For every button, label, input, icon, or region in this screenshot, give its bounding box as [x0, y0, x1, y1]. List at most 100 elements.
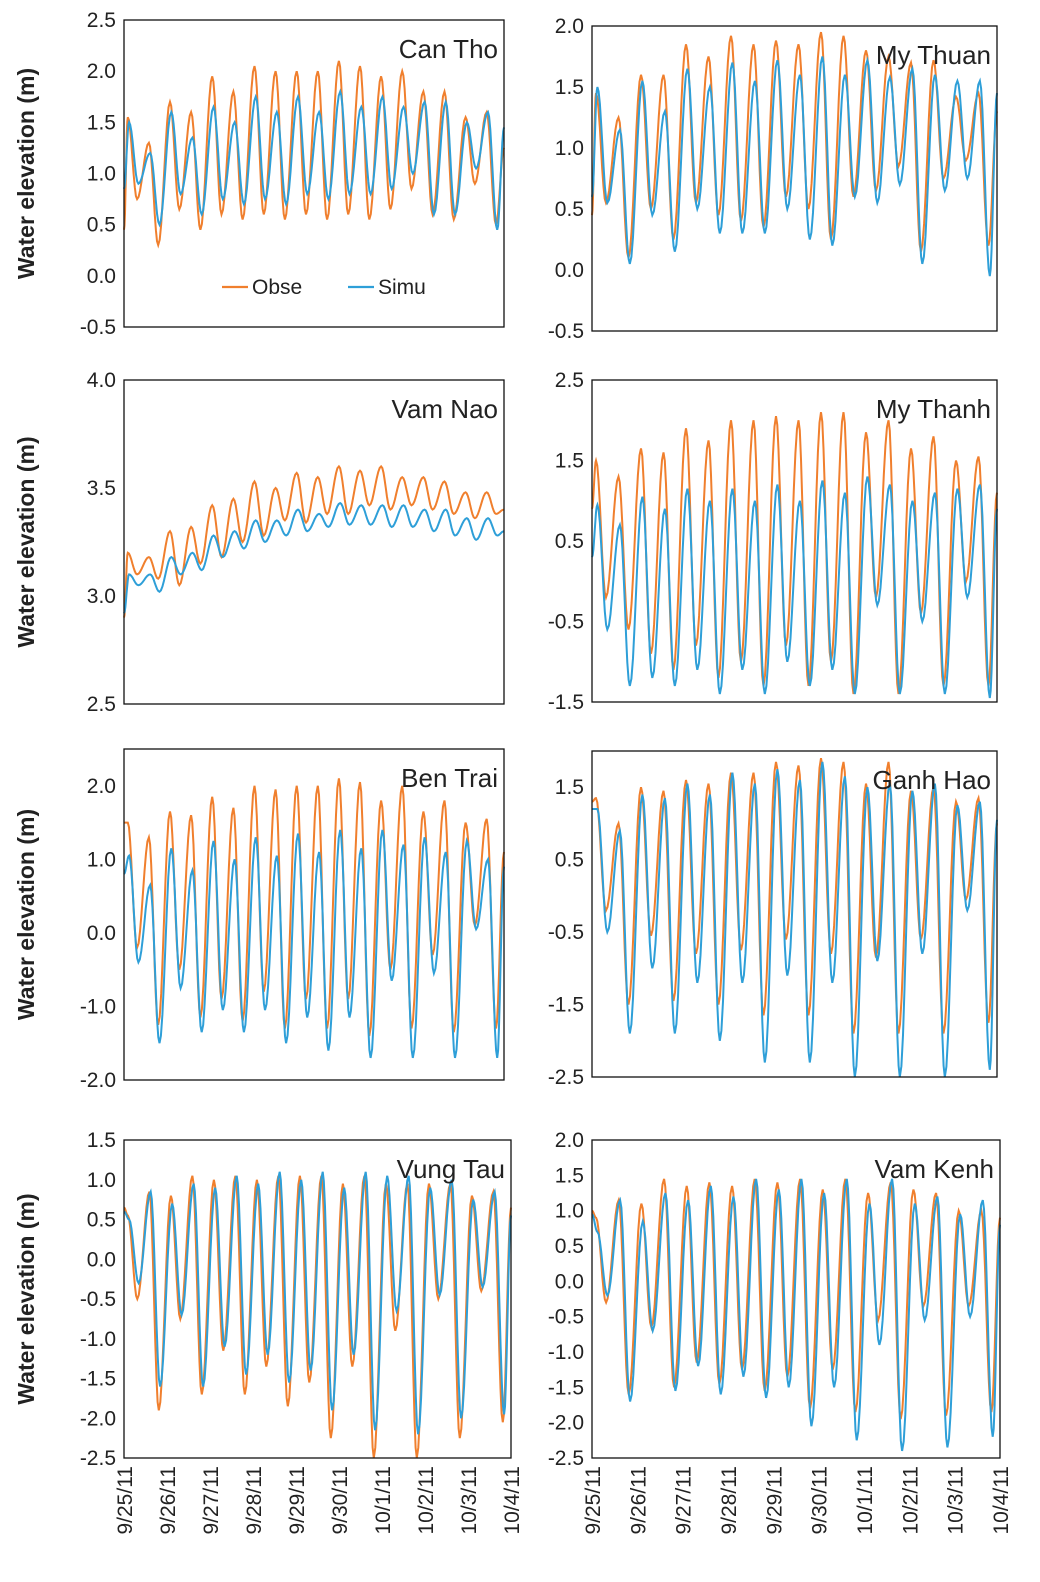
plot-frame: [123, 379, 505, 705]
y-tick-label: 2.0: [87, 775, 116, 798]
y-tick-label: 2.0: [87, 60, 116, 83]
x-tick-label: 9/30/11: [809, 1466, 832, 1535]
panel-my-thanh: -1.5 -0.5 0.5 1.5 2.5 My Thanh: [548, 369, 998, 714]
y-tick-label: 0.0: [555, 1270, 584, 1293]
series-line-obse: [591, 758, 998, 1034]
y-tick-label: -1.5: [548, 1376, 584, 1399]
y-tick-label: -1.0: [80, 995, 116, 1018]
x-tick-label: 9/27/11: [673, 1466, 696, 1535]
panel-vam-kenh: -2.5 -2.0 -1.5 -1.0 -0.5 0.0 0.5 1.0 1.5 2.0 Vam K…: [548, 1129, 1013, 1535]
station-label: My Thuan: [876, 40, 991, 70]
y-tick-label: -1.5: [80, 1368, 116, 1391]
y-tick-label: 0.0: [87, 1248, 116, 1271]
series-line-obse: [123, 464, 505, 618]
x-tick-label: 9/29/11: [286, 1466, 309, 1535]
y-tick-label: 2.5: [87, 9, 116, 32]
x-tick-label: 9/27/11: [200, 1466, 223, 1535]
x-tick-label: 9/26/11: [627, 1466, 650, 1535]
series-line-simu: [123, 88, 505, 231]
y-tick-label: 0.0: [555, 259, 584, 282]
y-tick-label: 4.0: [87, 369, 116, 392]
y-tick-label: 2.5: [87, 693, 116, 716]
panel-my-thuan: -0.5 0.0 0.5 1.0 1.5 2.0 My Thuan: [548, 15, 998, 343]
x-tick-label: 9/28/11: [718, 1466, 741, 1535]
plot-frame: [123, 19, 505, 328]
y-tick-label: -0.5: [80, 316, 116, 339]
panel-ben-trai: -2.0 -1.0 0.0 1.0 2.0 Ben Trai Water elevation…: [13, 748, 505, 1092]
y-tick-label: 1.5: [555, 450, 584, 473]
y-tick-label: -2.5: [80, 1447, 116, 1470]
plot-frame: [123, 1139, 512, 1459]
y-tick-label: 0.0: [87, 922, 116, 945]
series-line-obse: [591, 31, 998, 259]
y-axis-label: Water elevation (m): [13, 1193, 39, 1404]
y-tick-label: 0.5: [555, 1235, 584, 1258]
y-tick-label: 3.0: [87, 585, 116, 608]
plot-frame: [591, 750, 998, 1078]
station-label: My Thanh: [876, 394, 991, 424]
x-tick-label: 9/30/11: [329, 1466, 352, 1535]
x-tick-label: 9/25/11: [582, 1466, 605, 1535]
y-tick-label: -0.5: [548, 1306, 584, 1329]
y-tick-label: -2.0: [80, 1407, 116, 1430]
station-label: Can Tho: [399, 34, 498, 64]
series-line-obse: [123, 60, 505, 249]
y-tick-label: 1.5: [87, 1129, 116, 1152]
y-tick-label: 1.0: [87, 848, 116, 871]
y-tick-label: 0.5: [87, 214, 116, 237]
y-tick-label: 0.5: [87, 1209, 116, 1232]
plot-frame: [591, 25, 998, 332]
plot-frame: [591, 1139, 1001, 1459]
y-tick-label: 1.5: [555, 1164, 584, 1187]
y-tick-label: 0.5: [555, 530, 584, 553]
y-tick-label: -1.5: [548, 691, 584, 714]
panel-vam-nao: 2.5 3.0 3.5 4.0 Vam Nao Water elevation (m): [13, 369, 505, 716]
x-tick-label: 10/1/11: [854, 1466, 877, 1535]
y-tick-label: -2.0: [548, 1412, 584, 1435]
y-tick-label: -2.5: [548, 1447, 584, 1470]
legend: Obse Simu: [222, 276, 426, 299]
series-line-simu: [123, 829, 505, 1059]
series-line-simu: [591, 56, 998, 277]
y-axis-label: Water elevation (m): [13, 436, 39, 647]
y-tick-label: 1.5: [87, 111, 116, 134]
y-axis-label: Water elevation (m): [13, 809, 39, 1020]
x-tick-label: 10/4/11: [501, 1466, 524, 1535]
series-line-obse: [591, 1178, 1001, 1420]
x-tick-label: 10/2/11: [899, 1466, 922, 1535]
station-label: Vam Kenh: [875, 1154, 994, 1184]
x-tick-label: 10/4/11: [990, 1466, 1013, 1535]
y-tick-label: 1.0: [555, 1200, 584, 1223]
legend-label-simu: Simu: [378, 276, 426, 299]
x-tick-label: 9/28/11: [243, 1466, 266, 1535]
x-tick-label: 10/2/11: [415, 1466, 438, 1535]
series-line-simu: [592, 761, 998, 1078]
y-tick-label: 1.5: [555, 776, 584, 799]
y-tick-label: -1.0: [548, 1341, 584, 1364]
y-tick-label: 2.0: [555, 15, 584, 38]
station-label: Vam Nao: [392, 394, 498, 424]
x-tick-label: 9/25/11: [114, 1466, 137, 1535]
legend-label-obse: Obse: [252, 276, 302, 299]
station-label: Vung Tau: [397, 1154, 505, 1184]
plot-frame: [591, 379, 998, 703]
series-line-simu: [591, 1178, 1001, 1452]
y-tick-label: 2.5: [555, 369, 584, 392]
y-tick-label: -1.5: [548, 994, 584, 1017]
y-tick-label: 0.0: [87, 265, 116, 288]
x-tick-label: 9/26/11: [157, 1466, 180, 1535]
y-tick-label: 0.5: [555, 198, 584, 221]
y-tick-label: -1.0: [80, 1328, 116, 1351]
y-tick-label: -0.5: [80, 1288, 116, 1311]
y-axis-label: Water elevation (m): [13, 68, 39, 279]
plot-frame: [123, 748, 505, 1081]
station-label: Ben Trai: [401, 763, 498, 793]
y-tick-label: -2.0: [80, 1069, 116, 1092]
y-tick-label: 1.5: [555, 76, 584, 99]
y-tick-label: 0.5: [555, 849, 584, 872]
series-line-simu: [123, 501, 505, 614]
x-tick-label: 10/3/11: [458, 1466, 481, 1535]
panel-vung-tau: -2.5 -2.0 -1.5 -1.0 -0.5 0.0 0.5 1.0 1.5 Vung Tau…: [13, 1129, 524, 1535]
panel-ganh-hao: -2.5 -1.5 -0.5 0.5 1.5 Ganh Hao: [548, 750, 998, 1089]
